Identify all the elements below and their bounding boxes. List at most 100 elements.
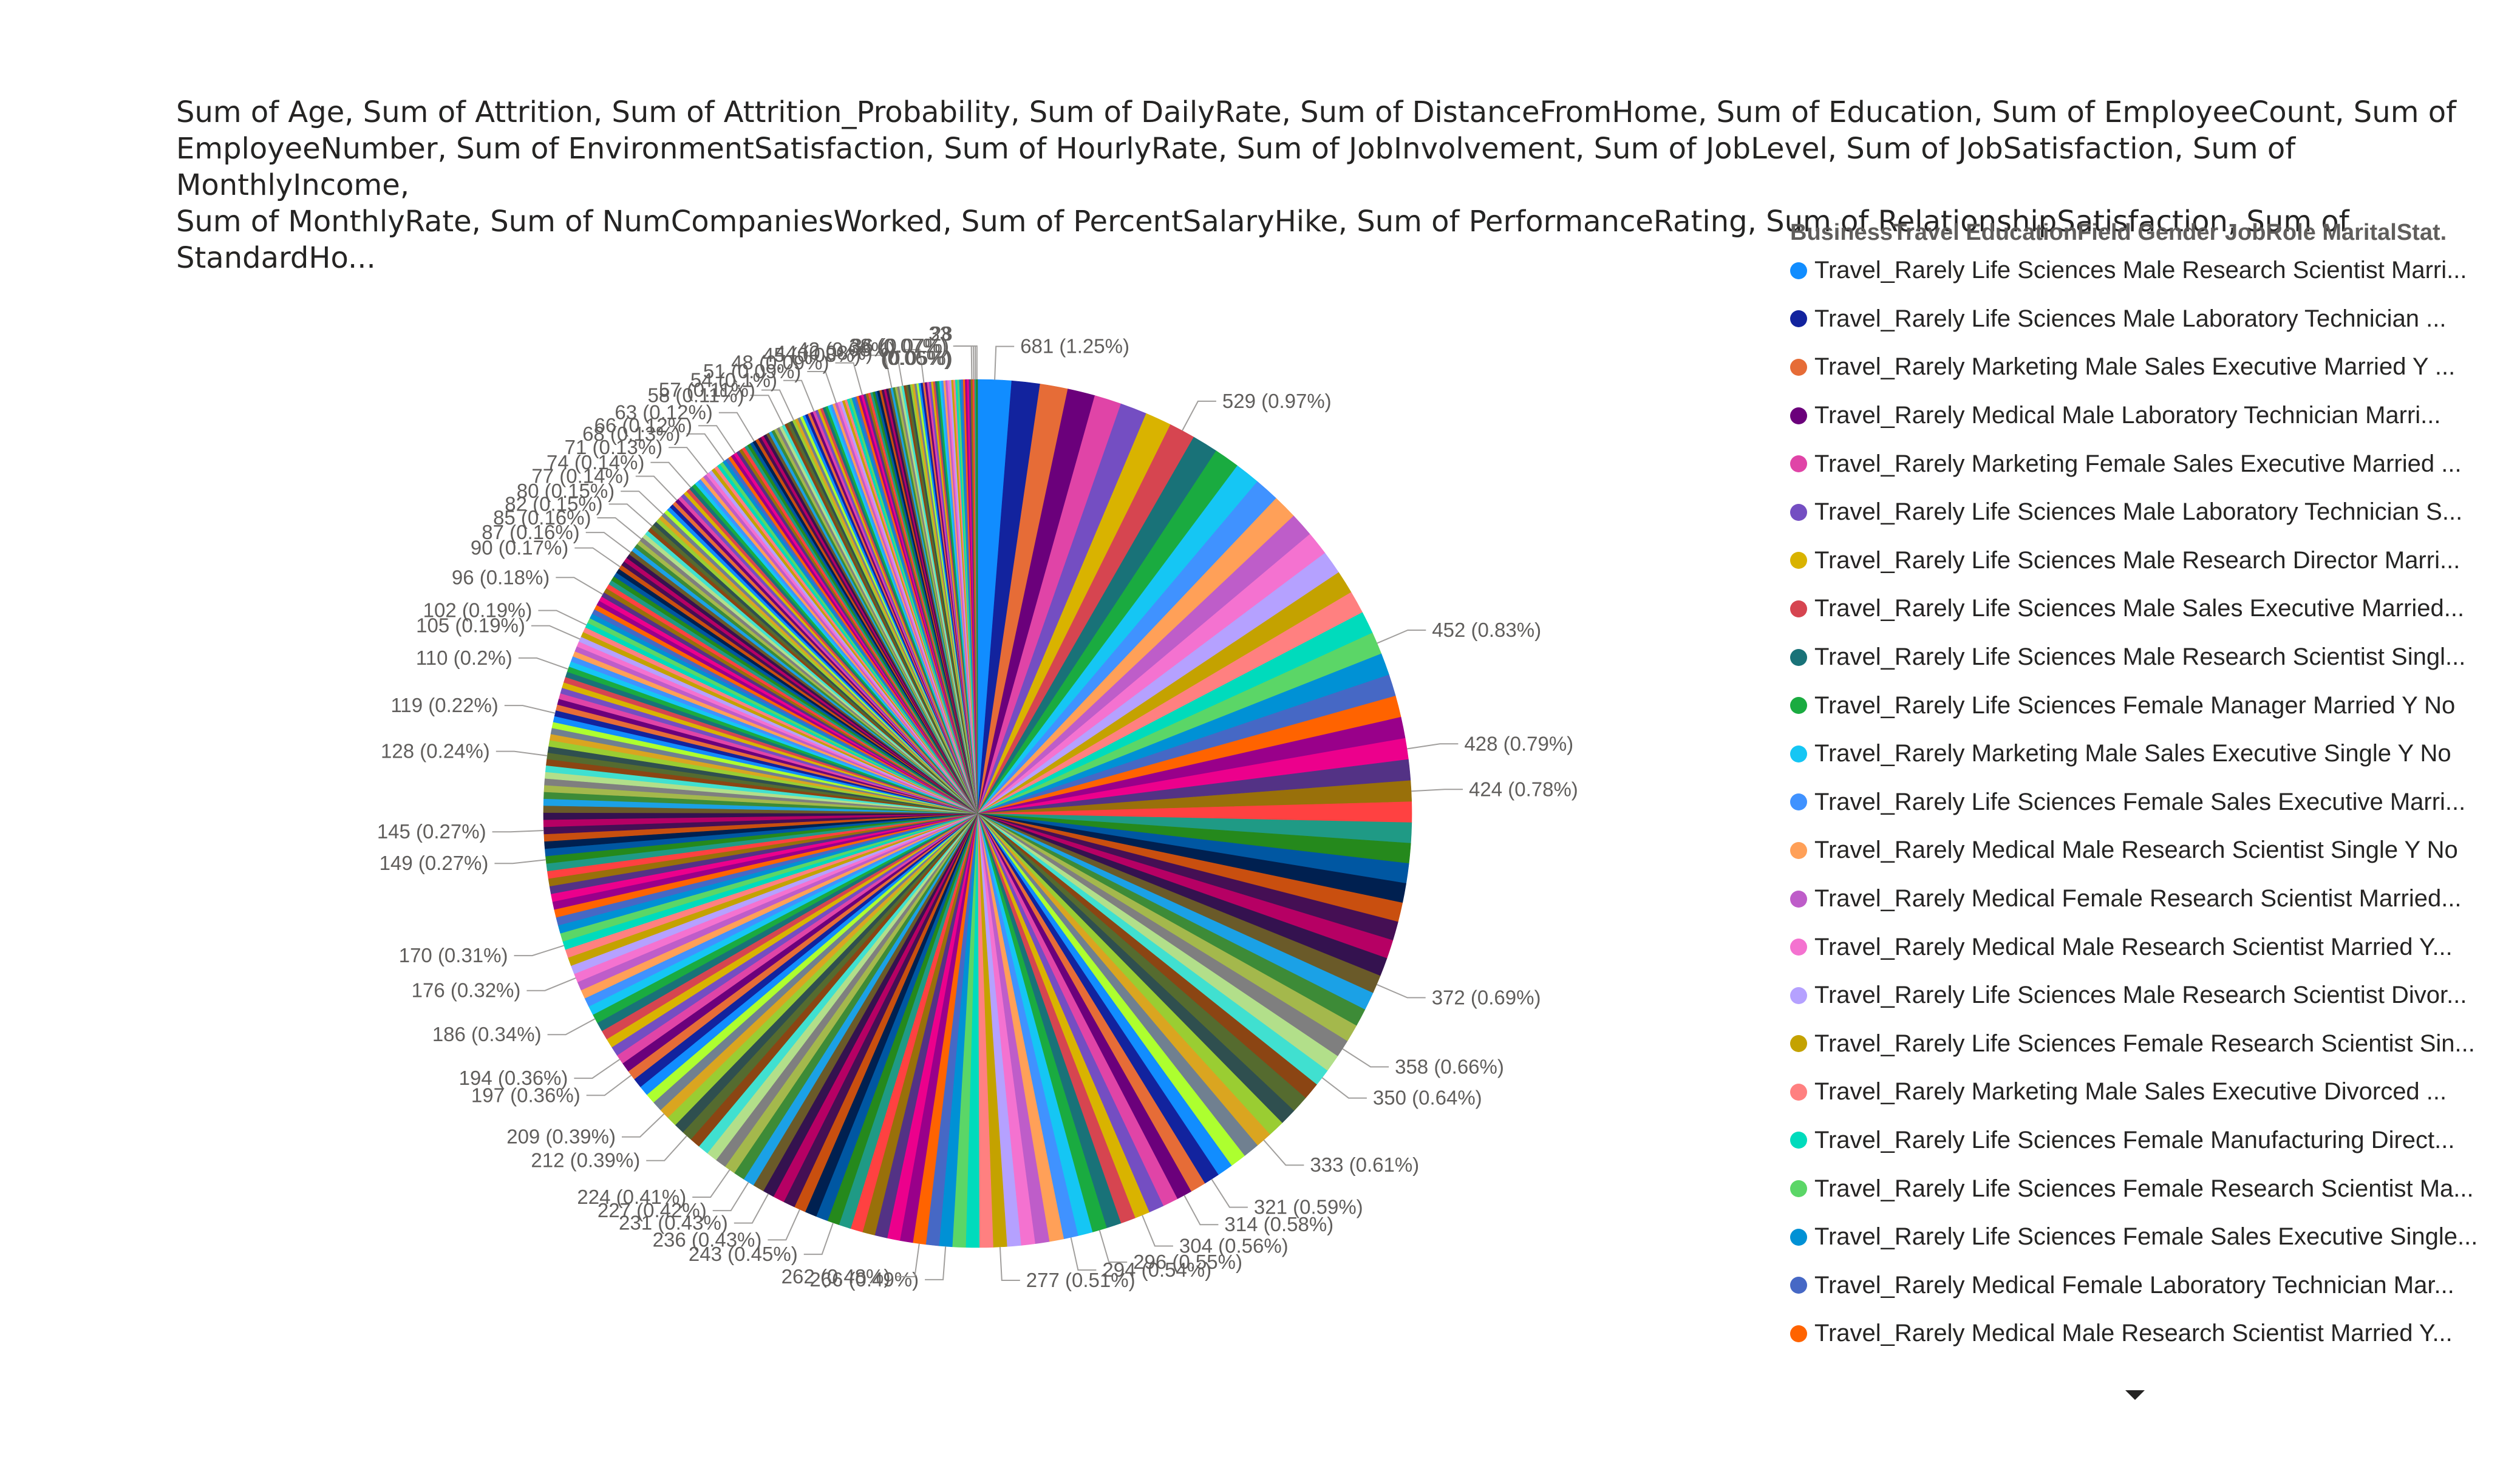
caret-down-icon[interactable] [2125,1390,2145,1400]
data-label: 262 (0.48%) [782,1265,891,1288]
data-label: 82 (0.15%) [505,492,602,515]
legend-label: Travel_Rarely Medical Female Research Sc… [1814,885,2462,912]
legend-color-swatch [1790,1083,1807,1101]
data-label: 236 (0.43%) [653,1228,762,1251]
data-label: 304 (0.56%) [1179,1235,1289,1257]
legend-color-swatch [1790,262,1807,279]
legend-color-swatch [1790,987,1807,1004]
leader-line [1377,630,1426,644]
legend-item[interactable]: Travel_Rarely Medical Male Research Scie… [1790,826,2494,875]
data-label: 170 (0.31%) [399,944,508,966]
legend-item[interactable]: Travel_Rarely Medical Female Laboratory … [1790,1261,2494,1309]
leader-line [1211,1178,1248,1208]
data-label: 209 (0.39%) [506,1126,616,1148]
legend-color-swatch [1790,1277,1807,1294]
leader-line [698,425,736,454]
leader-line [958,345,978,379]
legend-color-swatch [1790,793,1807,811]
leader-line [669,447,709,474]
data-label: 145 (0.27%) [377,820,486,843]
data-label: 212 (0.39%) [531,1149,640,1172]
leader-line [650,461,692,488]
leader-line [646,1135,687,1161]
leader-line [734,1193,769,1224]
legend-color-swatch [1790,1132,1807,1149]
leader-line [1070,1237,1097,1271]
legend-item[interactable]: Travel_Rarely Life Sciences Male Laborat… [1790,295,2494,344]
leader-line [803,1222,834,1255]
data-label: 71 (0.13%) [565,436,662,458]
legend-item[interactable]: Travel_Rarely Life Sciences Female Sales… [1790,778,2494,827]
data-label: 266 (0.49%) [809,1268,919,1291]
leader-line [750,395,784,426]
legend-item[interactable]: Travel_Rarely Life Sciences Male Researc… [1790,633,2494,682]
leader-line [925,1246,947,1280]
leader-line [621,491,664,515]
legend-item[interactable]: Travel_Rarely Marketing Female Sales Exe… [1790,440,2494,488]
legend-item[interactable]: Travel_Rarely Marketing Male Sales Execu… [1790,730,2494,778]
data-label: 424 (0.78%) [1469,778,1578,800]
leader-line [1182,400,1216,431]
data-label: 54 (0.1%) [690,369,777,392]
legend-item[interactable]: Travel_Rarely Medical Male Research Scie… [1790,923,2494,971]
data-label: 63 (0.12%) [615,401,712,424]
legend-item[interactable]: Travel_Rarely Life Sciences Male Sales E… [1790,585,2494,633]
leader-line [518,657,569,670]
legend-item[interactable]: Travel_Rarely Life Sciences Female Manuf… [1790,1116,2494,1165]
leader-line [867,355,893,389]
leader-line [585,532,632,553]
data-label: 428 (0.79%) [1464,732,1573,755]
legend-item[interactable]: Travel_Rarely Life Sciences Female Manag… [1790,681,2494,730]
data-label: 87 (0.16%) [482,521,579,543]
leader-line [531,625,581,640]
data-label: 243 (0.45%) [689,1243,798,1265]
legend-label: Travel_Rarely Life Sciences Male Researc… [1814,982,2467,1009]
legend-label: Travel_Rarely Marketing Male Sales Execu… [1814,1078,2447,1105]
leader-line [547,1018,596,1036]
data-label: 529 (0.97%) [1222,390,1332,412]
pie-slices [543,379,1412,1248]
leader-line [504,705,556,714]
leader-line [608,503,653,527]
data-label: 186 (0.34%) [432,1023,542,1045]
legend-item[interactable]: Travel_Rarely Life Sciences Male Researc… [1790,971,2494,1020]
legend-item[interactable]: Travel_Rarely Medical Male Research Scie… [1790,1309,2494,1358]
data-label: 105 (0.19%) [416,614,525,637]
leader-line [622,1113,665,1138]
data-label: 42 (0.08%) [797,338,895,361]
leader-line [1142,1215,1173,1247]
data-label: 227 (0.42%) [598,1199,707,1221]
legend-item[interactable]: Travel_Rarely Life Sciences Male Laborat… [1790,488,2494,537]
legend-label: Travel_Rarely Medical Male Research Scie… [1814,837,2458,864]
legend-item[interactable]: Travel_Rarely Medical Male Laboratory Te… [1790,392,2494,440]
legend-color-swatch [1790,1228,1807,1246]
data-label: 294 (0.54%) [1102,1258,1211,1281]
data-label: 80 (0.15%) [517,480,615,502]
legend-item[interactable]: Travel_Rarely Life Sciences Female Sales… [1790,1213,2494,1262]
leader-line [901,348,925,383]
legend-item[interactable]: Travel_Rarely Life Sciences Male Researc… [1790,246,2494,295]
leader-line [994,345,1015,380]
data-label: 58 (0.11%) [648,384,744,406]
legend-color-swatch [1790,939,1807,956]
data-label: 90 (0.17%) [471,537,568,559]
legend-item[interactable]: Travel_Rarely Life Sciences Female Resea… [1790,1020,2494,1068]
legend-item[interactable]: Travel_Rarely Marketing Male Sales Execu… [1790,1068,2494,1116]
pie-labels: 681 (1.25%) 529 (0.97%) 452 (0.83%) 428 (0.… [377,322,1578,1291]
leader-line [1263,1139,1304,1166]
data-label: 48 (0.09%) [731,352,829,374]
legend-label: Travel_Rarely Life Sciences Male Researc… [1814,546,2460,574]
leader-line [712,1181,749,1212]
leader-line [768,1209,800,1241]
legend-color-swatch [1790,552,1807,569]
leader-line [495,750,548,756]
legend-item[interactable]: Travel_Rarely Life Sciences Male Researc… [1790,537,2494,585]
legend-color-swatch [1790,1325,1807,1342]
data-label: 36 (0.07%) [851,335,949,357]
legend-item[interactable]: Travel_Rarely Medical Female Research Sc… [1790,875,2494,923]
leader-line [1411,789,1463,792]
legend-color-swatch [1790,503,1807,521]
legend-item[interactable]: Travel_Rarely Life Sciences Female Resea… [1790,1164,2494,1213]
legend-item[interactable]: Travel_Rarely Marketing Male Sales Execu… [1790,343,2494,392]
legend: BusinessTravel EducationField Gender Job… [1790,217,2494,1358]
